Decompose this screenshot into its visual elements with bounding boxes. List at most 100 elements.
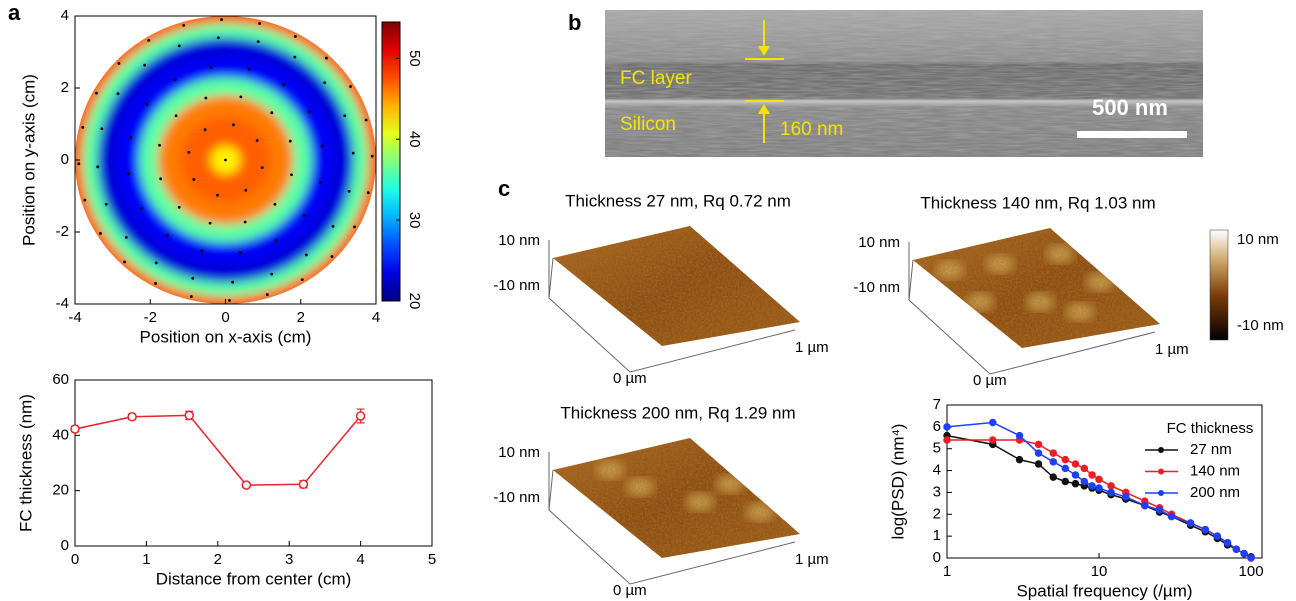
y-tick-label: 6 bbox=[933, 418, 941, 435]
sample-point bbox=[99, 232, 102, 235]
afm-surface bbox=[550, 220, 805, 350]
sample-point bbox=[77, 162, 80, 165]
data-point bbox=[1081, 479, 1087, 485]
data-point bbox=[128, 413, 136, 421]
y-tick-label: 40 bbox=[52, 426, 69, 443]
sample-point bbox=[117, 92, 120, 95]
data-point bbox=[1233, 546, 1239, 552]
y-axis-label: log(PSD) (nm⁴) bbox=[888, 424, 907, 540]
data-point bbox=[1036, 450, 1042, 456]
sample-point bbox=[343, 114, 346, 117]
data-point bbox=[1072, 481, 1078, 487]
sample-point bbox=[182, 24, 185, 27]
y-tick-label: 0 bbox=[933, 549, 941, 566]
y-tick-label: -2 bbox=[56, 223, 69, 240]
afm-panel: Thickness 140 nm, Rq 1.03 nm10 nm-10 nm1… bbox=[853, 193, 1188, 388]
contour-map bbox=[64, 5, 388, 315]
x-tick-label: -2 bbox=[144, 309, 157, 326]
data-point bbox=[1108, 489, 1114, 495]
sample-point bbox=[270, 111, 273, 114]
data-point bbox=[1248, 555, 1254, 561]
x-tick-label: 3 bbox=[285, 551, 293, 568]
sample-point bbox=[140, 207, 143, 210]
x-tick-label: 4 bbox=[356, 551, 364, 568]
sample-point bbox=[266, 293, 269, 296]
x-tick-label: 10 bbox=[1091, 563, 1108, 580]
sample-point bbox=[293, 56, 296, 59]
sample-point bbox=[282, 83, 285, 86]
plot-frame bbox=[75, 380, 432, 546]
data-point bbox=[1036, 441, 1042, 447]
data-point bbox=[1188, 520, 1194, 526]
sample-point bbox=[175, 114, 178, 117]
x-axis-label: Spatial frequency (/µm) bbox=[1016, 581, 1192, 600]
data-point bbox=[1050, 459, 1056, 465]
sample-point bbox=[256, 139, 259, 142]
legend-label: 140 nm bbox=[1190, 462, 1240, 479]
afm-panel: Thickness 200 nm, Rq 1.29 nm10 nm-10 nm1… bbox=[493, 403, 828, 598]
afm-axis-label: -10 nm bbox=[493, 489, 540, 506]
sample-point bbox=[178, 206, 181, 209]
sample-point bbox=[239, 251, 242, 254]
y-tick-label: 0 bbox=[61, 537, 69, 554]
sample-point bbox=[209, 222, 212, 225]
sample-point bbox=[248, 68, 251, 71]
sample-point bbox=[200, 249, 203, 252]
x-tick-label: -4 bbox=[68, 309, 81, 326]
sample-point bbox=[158, 144, 161, 147]
sample-point bbox=[258, 22, 261, 25]
data-point bbox=[1214, 533, 1220, 539]
x-tick-label: 5 bbox=[428, 551, 436, 568]
sample-point bbox=[371, 155, 374, 158]
data-point bbox=[990, 437, 996, 443]
sample-point bbox=[231, 281, 234, 284]
afm-axis-label: 10 nm bbox=[498, 232, 540, 249]
y-tick-label: 2 bbox=[61, 79, 69, 96]
afm-title: Thickness 27 nm, Rq 0.72 nm bbox=[565, 191, 791, 210]
sample-point bbox=[145, 103, 148, 106]
scale-bar-label: 500 nm bbox=[1092, 95, 1168, 120]
afm-axis-label: 0 µm bbox=[973, 372, 1007, 389]
afm-grain bbox=[550, 220, 805, 350]
x-axis-label: Distance from center (cm) bbox=[156, 569, 352, 588]
sample-point bbox=[155, 261, 158, 264]
colorbar-tick-label: 40 bbox=[406, 131, 423, 148]
data-point bbox=[1108, 483, 1114, 489]
sem-label: Silicon bbox=[620, 114, 676, 135]
sem-label: 160 nm bbox=[780, 119, 843, 140]
afm-axis-label: 1 µm bbox=[1155, 341, 1189, 358]
sample-point bbox=[365, 119, 368, 122]
data-point bbox=[944, 424, 950, 430]
afm-axis-label: 1 µm bbox=[795, 551, 829, 568]
x-axis-label: Position on x-axis (cm) bbox=[140, 327, 312, 346]
sample-point bbox=[118, 62, 121, 65]
sample-point bbox=[290, 173, 293, 176]
data-point bbox=[299, 480, 307, 488]
sample-point bbox=[154, 282, 157, 285]
sample-point bbox=[353, 225, 356, 228]
y-axis-label: Position on y-axis (cm) bbox=[19, 74, 38, 246]
data-point bbox=[944, 437, 950, 443]
data-point bbox=[1225, 540, 1231, 546]
afm-colorbar bbox=[1210, 230, 1228, 340]
afm-colorbar-label: -10 nm bbox=[1237, 317, 1284, 334]
x-tick-label: 1 bbox=[943, 563, 951, 580]
afm-axis-label: -10 nm bbox=[853, 279, 900, 296]
panel-label: c bbox=[498, 176, 510, 201]
data-point bbox=[1050, 450, 1056, 456]
y-tick-label: 4 bbox=[61, 7, 69, 24]
data-point bbox=[1017, 457, 1023, 463]
sample-point bbox=[123, 261, 126, 264]
legend-label: 200 nm bbox=[1190, 484, 1240, 501]
x-tick-label: 2 bbox=[214, 551, 222, 568]
y-tick-label: 7 bbox=[933, 396, 941, 413]
legend-marker bbox=[1158, 490, 1164, 496]
data-point bbox=[1050, 474, 1056, 480]
afm-title: Thickness 200 nm, Rq 1.29 nm bbox=[560, 403, 795, 422]
data-point bbox=[185, 411, 193, 419]
data-point bbox=[1072, 472, 1078, 478]
data-point bbox=[1072, 461, 1078, 467]
data-point bbox=[1062, 479, 1068, 485]
sample-point bbox=[367, 191, 370, 194]
